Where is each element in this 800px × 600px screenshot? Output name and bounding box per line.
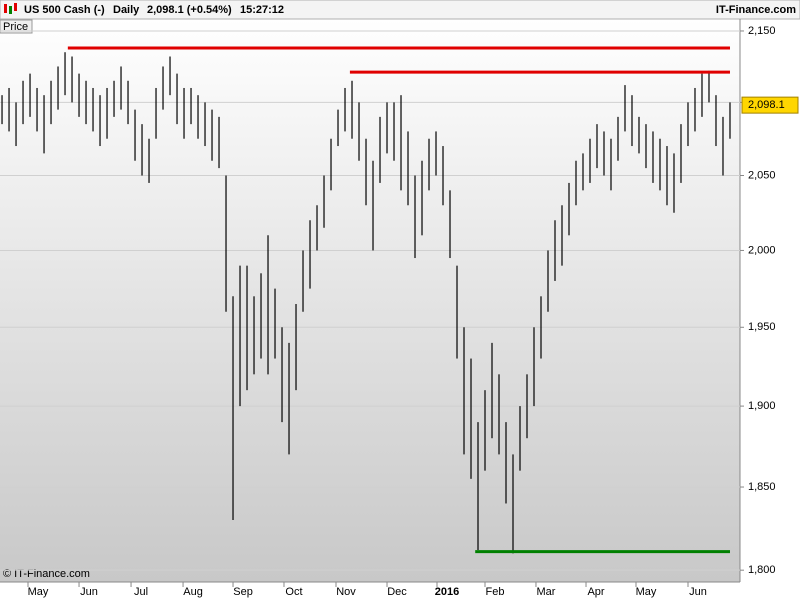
x-tick-label: Oct: [285, 586, 302, 598]
x-tick-label: May: [636, 586, 657, 598]
x-tick-label: Jun: [689, 586, 707, 598]
y-axis-label: Price: [3, 21, 28, 33]
x-tick-label: 2016: [435, 586, 459, 598]
x-tick-label: Apr: [587, 586, 604, 598]
x-tick-label: Sep: [233, 586, 253, 598]
brand: IT-Finance.com: [716, 4, 796, 16]
x-tick-label: Dec: [387, 586, 407, 598]
last-price-tag: [741, 96, 799, 114]
x-tick-label: Nov: [336, 586, 356, 598]
x-tick-label: May: [28, 586, 49, 598]
x-tick-label: Jul: [134, 586, 148, 598]
time: 15:27:12: [240, 4, 284, 16]
x-tick-label: Feb: [486, 586, 505, 598]
y-tick-label: 2,050: [748, 169, 776, 181]
last-price-label: 2,098.1: [748, 99, 785, 111]
copyright: © IT-Finance.com: [3, 568, 90, 580]
candle-icon: [4, 3, 17, 14]
header-bar: [0, 0, 800, 20]
instrument: US 500 Cash (-): [24, 4, 105, 16]
y-tick-label: 1,900: [748, 400, 776, 412]
y-tick-label: 1,950: [748, 321, 776, 333]
y-tick-label: 1,850: [748, 481, 776, 493]
y-tick-label: 1,800: [748, 564, 776, 576]
x-tick-label: Jun: [80, 586, 98, 598]
price-label-box: [0, 19, 33, 34]
x-tick-label: Mar: [536, 586, 555, 598]
period: Daily: [113, 4, 140, 16]
plot-area: [0, 19, 740, 582]
y-tick-label: 2,000: [748, 244, 776, 256]
y-tick-label: 2,150: [748, 25, 776, 37]
x-tick-label: Aug: [183, 586, 203, 598]
quote: 2,098.1 (+0.54%): [147, 4, 232, 16]
